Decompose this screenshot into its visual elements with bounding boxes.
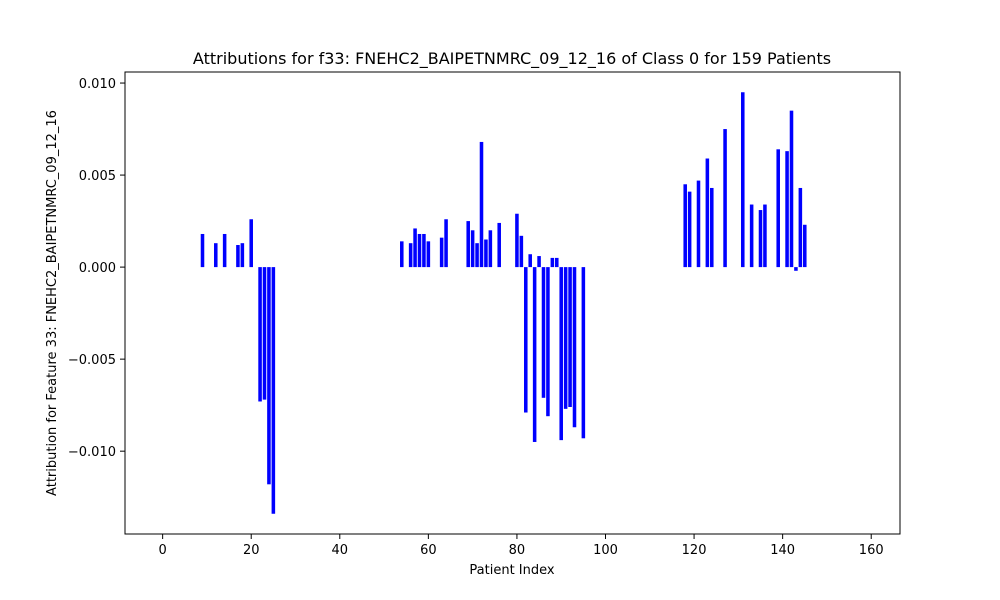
bar-patient-70 <box>470 230 475 268</box>
bar-patient-60 <box>426 241 431 268</box>
bar-patient-118 <box>683 184 687 268</box>
bar-patient-133 <box>749 204 754 268</box>
bar-patient-90 <box>559 267 563 441</box>
bar-patient-85 <box>537 256 541 268</box>
bar-patient-17 <box>236 245 240 268</box>
bar-patient-135 <box>758 210 763 268</box>
x-tick-label: 140 <box>770 543 795 558</box>
bar-patient-83 <box>528 254 532 268</box>
bar-patient-81 <box>519 235 524 268</box>
y-tick-label: 0.005 <box>79 169 116 184</box>
bar-patient-139 <box>776 149 780 268</box>
y-tick-label: −0.010 <box>68 445 116 460</box>
bar-patient-57 <box>413 228 417 268</box>
bar-patient-88 <box>550 257 555 268</box>
bars-group <box>200 92 807 514</box>
bar-patient-74 <box>488 230 493 268</box>
x-axis-label: Patient Index <box>469 563 554 578</box>
bar-patient-63 <box>439 237 444 268</box>
bar-patient-69 <box>466 221 470 268</box>
x-tick-label: 0 <box>159 543 167 558</box>
bar-patient-54 <box>400 241 404 268</box>
bar-patient-89 <box>555 257 559 268</box>
bar-patient-73 <box>484 239 488 268</box>
y-tick-label: −0.005 <box>68 353 116 368</box>
y-axis-ticks: −0.010 −0.005 0.000 0.005 0.010 <box>68 77 125 460</box>
bar-patient-23 <box>262 267 267 400</box>
x-tick-label: 160 <box>859 543 884 558</box>
bar-patient-56 <box>408 243 413 268</box>
x-tick-label: 60 <box>420 543 437 558</box>
x-tick-label: 120 <box>682 543 707 558</box>
bar-patient-93 <box>572 267 577 428</box>
bar-patient-87 <box>546 267 550 417</box>
bar-patient-12 <box>214 243 218 268</box>
bar-patient-22 <box>258 267 262 402</box>
x-axis-ticks: 0 20 40 60 80 100 120 140 160 <box>159 534 884 558</box>
bar-patient-80 <box>515 213 519 268</box>
bar-patient-20 <box>249 219 253 268</box>
x-tick-label: 20 <box>243 543 260 558</box>
bar-patient-136 <box>763 204 767 268</box>
bar-patient-144 <box>798 187 803 268</box>
chart-title: Attributions for f33: FNEHC2_BAIPETNMRC_… <box>193 49 831 69</box>
bar-patient-64 <box>444 219 448 268</box>
y-tick-label: 0.000 <box>79 261 116 276</box>
bar-patient-141 <box>785 151 789 268</box>
bar-patient-84 <box>532 267 537 442</box>
plot-area-frame <box>124 71 901 535</box>
bar-patient-82 <box>524 267 528 413</box>
y-axis-label: Attribution for Feature 33: FNEHC2_BAIPE… <box>45 110 60 496</box>
bar-patient-14 <box>222 233 227 268</box>
bar-patient-86 <box>541 267 546 398</box>
bar-patient-143 <box>794 267 798 271</box>
bar-patient-18 <box>240 243 245 268</box>
bar-patient-76 <box>497 222 501 268</box>
bar-patient-119 <box>687 191 692 268</box>
bar-patient-145 <box>803 224 807 268</box>
y-tick-label: 0.010 <box>79 77 116 92</box>
bar-patient-123 <box>705 158 710 268</box>
x-tick-label: 80 <box>509 543 526 558</box>
bar-patient-131 <box>741 92 745 268</box>
bar-patient-124 <box>710 187 714 268</box>
bar-patient-95 <box>581 267 586 439</box>
bar-patient-59 <box>422 233 426 268</box>
bar-patient-92 <box>568 267 572 407</box>
bar-patient-58 <box>417 233 422 268</box>
bar-patient-25 <box>271 267 276 514</box>
bar-patient-71 <box>475 243 479 268</box>
bar-patient-142 <box>789 110 794 268</box>
bar-patient-127 <box>723 129 727 268</box>
bar-patient-72 <box>479 141 484 268</box>
x-tick-label: 40 <box>332 543 349 558</box>
x-tick-label: 100 <box>593 543 618 558</box>
bar-patient-121 <box>696 180 701 268</box>
bar-patient-9 <box>200 233 205 268</box>
bar-patient-24 <box>267 267 271 485</box>
bar-patient-91 <box>563 267 568 409</box>
